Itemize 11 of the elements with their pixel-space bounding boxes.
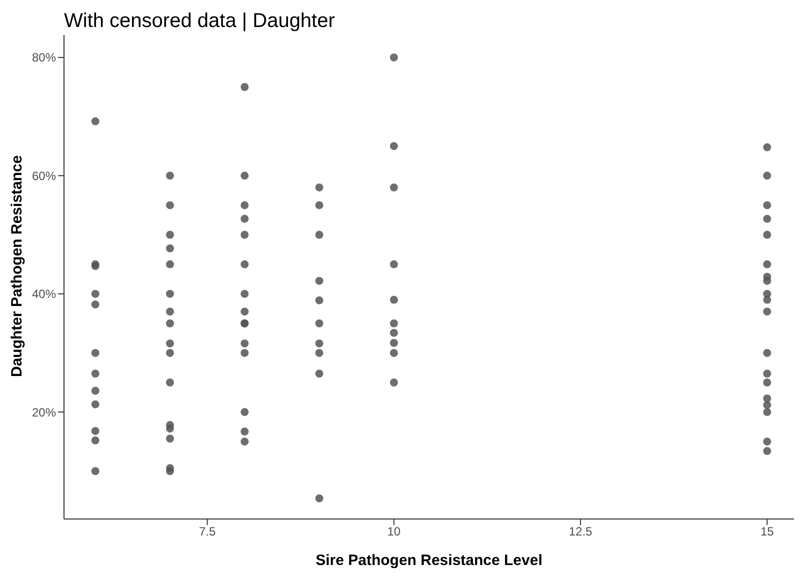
x-tick-label: 15 [760,524,774,539]
y-tick-label: 20% [32,405,56,420]
y-tick-label: 80% [32,50,56,65]
y-tick-label: 60% [32,168,56,183]
chart-title: With censored data | Daughter [64,10,335,33]
x-tick-label: 10 [387,524,401,539]
x-axis-title: Sire Pathogen Resistance Level [316,552,542,569]
x-tick-label: 7.5 [198,524,216,539]
x-tick-label: 12.5 [568,524,593,539]
y-tick-label: 40% [32,287,56,302]
y-axis-title: Daughter Pathogen Resistance [8,155,26,377]
